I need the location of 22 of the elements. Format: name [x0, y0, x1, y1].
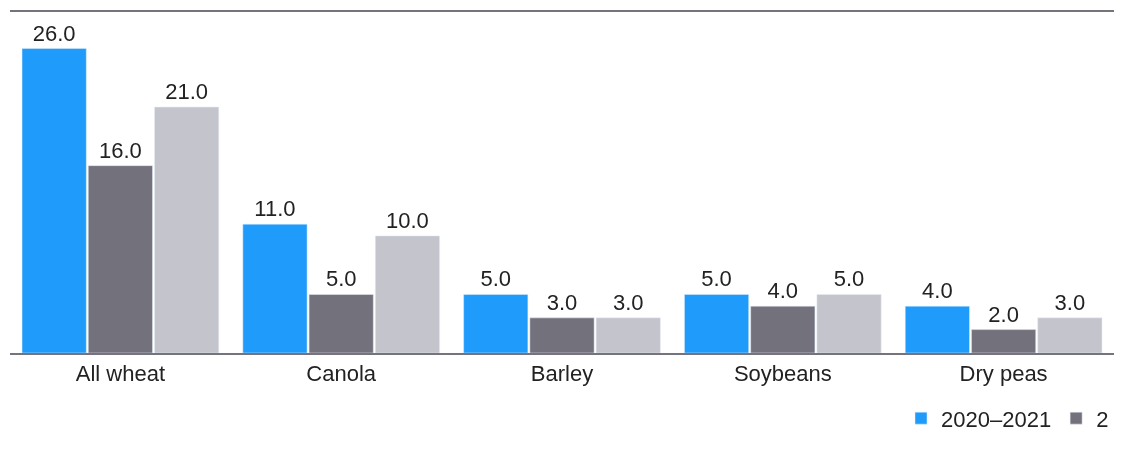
data-label: 16.0: [98, 137, 142, 163]
data-label: 3.0: [612, 289, 644, 315]
x-tick-label: Dry peas: [959, 361, 1048, 387]
data-label: 10.0: [386, 207, 429, 233]
data-label: 21.0: [165, 79, 209, 105]
data-label: 2.0: [988, 301, 1019, 327]
data-label: 5.0: [480, 266, 512, 292]
data-label: 4.0: [767, 278, 799, 304]
x-tick-label: All wheat: [75, 361, 166, 387]
x-tick-label: Canola: [306, 361, 377, 387]
x-tick-label: Barley: [530, 361, 594, 387]
legend-label: 2: [1096, 406, 1109, 432]
data-label: 11.0: [254, 196, 296, 222]
data-label: 5.0: [701, 266, 732, 292]
data-label: 5.0: [833, 266, 865, 292]
legend-label: 2020–2021: [941, 406, 1052, 432]
data-label: 26.0: [32, 20, 76, 46]
data-label: 5.0: [325, 266, 357, 292]
x-tick-label: Soybeans: [733, 361, 832, 387]
data-label: 4.0: [922, 278, 953, 304]
data-label: 3.0: [546, 289, 578, 315]
data-label: 3.0: [1054, 289, 1086, 315]
